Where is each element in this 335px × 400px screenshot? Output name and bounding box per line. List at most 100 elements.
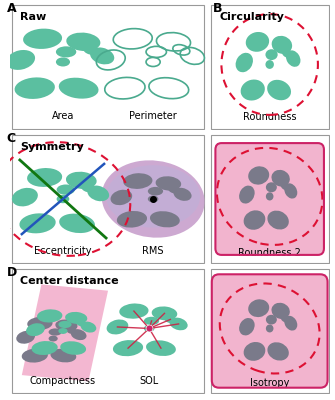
Ellipse shape <box>113 340 143 356</box>
Ellipse shape <box>267 80 291 100</box>
Ellipse shape <box>49 336 58 342</box>
Ellipse shape <box>19 213 56 233</box>
Ellipse shape <box>107 320 128 334</box>
Ellipse shape <box>266 192 273 200</box>
Text: Isotropy: Isotropy <box>250 378 289 388</box>
FancyBboxPatch shape <box>215 143 324 255</box>
Text: Compactness: Compactness <box>30 376 96 386</box>
Ellipse shape <box>71 329 86 340</box>
Ellipse shape <box>15 77 55 99</box>
Ellipse shape <box>119 304 148 319</box>
Ellipse shape <box>284 183 297 198</box>
Ellipse shape <box>58 321 72 328</box>
Ellipse shape <box>55 320 77 332</box>
Text: SOL: SOL <box>140 376 159 386</box>
Ellipse shape <box>65 312 87 324</box>
Text: A: A <box>7 2 16 15</box>
Ellipse shape <box>170 318 188 330</box>
FancyBboxPatch shape <box>212 274 328 388</box>
Ellipse shape <box>271 303 290 319</box>
Ellipse shape <box>280 313 289 322</box>
Ellipse shape <box>60 341 86 355</box>
Ellipse shape <box>266 324 273 332</box>
Text: Raw: Raw <box>20 12 46 22</box>
Ellipse shape <box>117 211 147 228</box>
Ellipse shape <box>248 166 269 185</box>
Circle shape <box>106 165 200 228</box>
Text: C: C <box>7 132 16 145</box>
Ellipse shape <box>244 210 265 230</box>
Ellipse shape <box>56 46 76 58</box>
Ellipse shape <box>148 196 158 202</box>
Text: Eccentricity: Eccentricity <box>34 246 92 256</box>
Ellipse shape <box>150 211 180 227</box>
Ellipse shape <box>168 186 181 194</box>
Ellipse shape <box>144 325 154 332</box>
Ellipse shape <box>57 195 69 203</box>
Ellipse shape <box>144 317 159 325</box>
Ellipse shape <box>16 331 35 344</box>
Ellipse shape <box>164 316 177 323</box>
FancyBboxPatch shape <box>12 135 204 263</box>
Ellipse shape <box>148 187 163 196</box>
Ellipse shape <box>27 168 62 187</box>
Ellipse shape <box>123 173 152 189</box>
Ellipse shape <box>81 183 96 193</box>
Text: Roundness 2: Roundness 2 <box>238 248 301 258</box>
Ellipse shape <box>155 176 181 190</box>
Ellipse shape <box>241 80 265 100</box>
Text: Symmetry: Symmetry <box>20 142 84 152</box>
Ellipse shape <box>248 299 269 317</box>
Ellipse shape <box>152 306 177 320</box>
Ellipse shape <box>22 348 48 362</box>
Ellipse shape <box>87 186 109 201</box>
Text: RMS: RMS <box>142 246 164 256</box>
Ellipse shape <box>57 184 75 195</box>
Ellipse shape <box>111 190 132 205</box>
Ellipse shape <box>66 172 97 189</box>
FancyBboxPatch shape <box>211 269 329 393</box>
Ellipse shape <box>6 50 35 70</box>
Ellipse shape <box>102 160 205 238</box>
Ellipse shape <box>272 36 292 54</box>
Ellipse shape <box>266 182 277 192</box>
Ellipse shape <box>266 315 277 324</box>
Ellipse shape <box>66 32 100 51</box>
Ellipse shape <box>51 349 76 362</box>
Ellipse shape <box>265 49 278 60</box>
Text: Perimeter: Perimeter <box>129 111 177 121</box>
Ellipse shape <box>27 317 53 330</box>
FancyBboxPatch shape <box>12 269 204 393</box>
Ellipse shape <box>146 340 176 356</box>
Ellipse shape <box>239 186 255 204</box>
Ellipse shape <box>59 78 98 99</box>
Ellipse shape <box>246 32 269 52</box>
Ellipse shape <box>280 181 289 190</box>
Ellipse shape <box>81 322 96 332</box>
Ellipse shape <box>58 328 68 334</box>
Ellipse shape <box>239 318 255 336</box>
Ellipse shape <box>284 316 297 330</box>
Ellipse shape <box>23 29 62 49</box>
Text: Center distance: Center distance <box>20 276 119 286</box>
Ellipse shape <box>244 342 265 361</box>
FancyBboxPatch shape <box>211 5 329 129</box>
Ellipse shape <box>236 53 253 72</box>
Ellipse shape <box>90 48 114 64</box>
Text: Circularity: Circularity <box>219 12 284 22</box>
Ellipse shape <box>37 309 62 322</box>
Ellipse shape <box>271 170 290 186</box>
Text: Area: Area <box>52 111 74 121</box>
Ellipse shape <box>286 50 300 67</box>
Ellipse shape <box>59 214 95 233</box>
Polygon shape <box>22 284 108 382</box>
Ellipse shape <box>281 48 292 58</box>
Ellipse shape <box>66 327 77 334</box>
Ellipse shape <box>76 320 87 326</box>
Ellipse shape <box>12 188 38 206</box>
FancyBboxPatch shape <box>12 5 204 129</box>
Ellipse shape <box>83 45 100 55</box>
Ellipse shape <box>49 328 62 336</box>
Ellipse shape <box>26 323 45 336</box>
Ellipse shape <box>267 210 289 230</box>
